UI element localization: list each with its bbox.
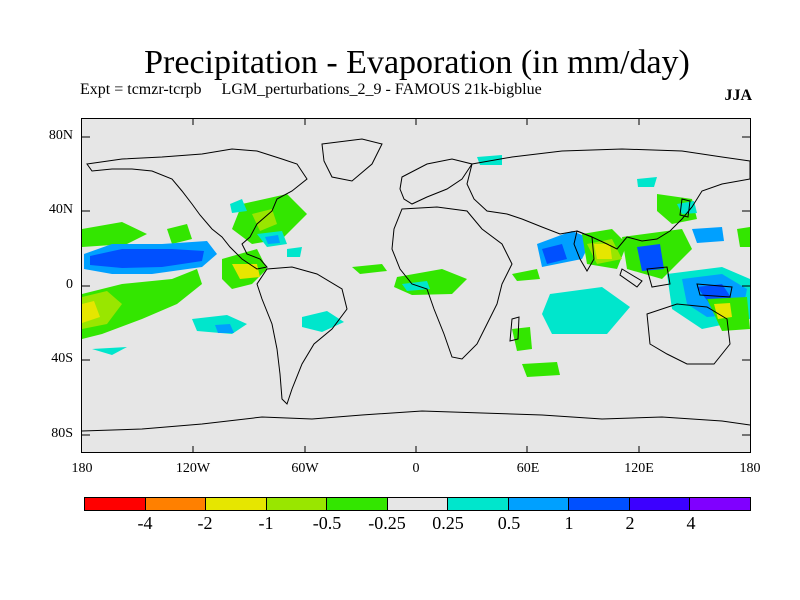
field-green-east-africa	[512, 269, 540, 281]
colorbar-swatch	[448, 498, 509, 510]
colorbar-swatch	[508, 498, 570, 510]
map-frame	[81, 118, 751, 453]
lon-label-180e: 180	[739, 461, 761, 476]
field-green-pacific-south	[82, 269, 202, 339]
field-blue-west-pacific	[692, 227, 724, 243]
field-cyan-asia-high-lat	[637, 177, 657, 187]
field-yellow-bengal	[594, 244, 612, 259]
field-blue-south-pacific	[215, 324, 234, 333]
colorbar-swatch	[569, 498, 630, 510]
field-green-madagascar	[512, 327, 532, 351]
lon-label-0: 0	[412, 461, 420, 476]
coast-antarctica	[82, 410, 750, 432]
field-blue-philippines	[637, 244, 664, 271]
colorbar-label: 0.5	[497, 513, 521, 533]
field-cyan-west-africa	[402, 281, 430, 291]
coast-north-america	[86, 148, 308, 270]
map-svg	[82, 119, 750, 452]
colorbar-label: 2	[625, 513, 635, 533]
lat-label-40n: 40N	[48, 202, 73, 217]
field-cyan-north-atlantic	[230, 199, 247, 213]
field-green-south-indian	[522, 362, 560, 377]
colorbar-label: -0.25	[368, 513, 406, 533]
lon-label-60e: 60E	[516, 461, 540, 476]
plot-title: Precipitation - Evaporation (in mm/day)	[144, 44, 690, 81]
colorbar-swatch	[629, 498, 691, 510]
field-yellow-new-guinea	[714, 303, 732, 319]
coastlines	[82, 138, 750, 432]
season-label: JJA	[724, 87, 752, 104]
colorbar-label: 4	[686, 513, 696, 533]
field-yellow-amazon	[232, 264, 260, 279]
lon-label-60w: 60W	[291, 461, 319, 476]
colorbar	[84, 497, 751, 511]
colorbar-swatch	[327, 498, 388, 510]
colorbar-swatch	[145, 498, 207, 510]
field-green-north-pacific	[82, 222, 147, 247]
coast-europe	[399, 158, 473, 205]
coast-japan	[679, 198, 691, 218]
coast-madagascar	[509, 316, 520, 342]
field-green-dateline	[737, 227, 750, 247]
field-darkblue-arabian	[542, 244, 567, 264]
field-darkblue-itcz	[90, 249, 204, 268]
colorbar-swatch	[387, 498, 449, 510]
coast-borneo	[646, 266, 671, 288]
colorbar-label: -4	[137, 513, 153, 533]
field-cyan-atlantic	[287, 247, 302, 257]
lon-label-120e: 120E	[624, 461, 654, 476]
field-green-west-pacific	[167, 224, 192, 244]
lat-label-80n: 80N	[48, 128, 73, 143]
lat-label-40s: 40S	[51, 351, 73, 366]
colorbar-swatch	[85, 498, 146, 510]
coast-australia	[646, 303, 731, 365]
field-green-west-africa-2	[352, 264, 387, 274]
plot-subtitle: Expt = tcmzr-tcrpb LGM_perturbations_2_9…	[80, 81, 542, 98]
field-cyan-japan	[677, 201, 697, 214]
field-yellowgreen-atlantic	[252, 209, 277, 231]
field-yellow-pacific-south	[82, 301, 100, 323]
lon-label-180w: 180	[71, 461, 93, 476]
colorbar-label: -0.5	[312, 513, 342, 533]
coast-south-america	[256, 266, 348, 405]
field-cyan-arctic	[477, 155, 502, 165]
lat-label-80s: 80S	[51, 426, 73, 441]
coast-greenland	[321, 138, 383, 182]
field-green-west-africa	[394, 269, 467, 295]
lat-label-0: 0	[66, 277, 73, 292]
tick-marks	[82, 119, 750, 452]
coast-new-guinea	[696, 283, 733, 298]
field-cyan-south-pacific	[192, 315, 247, 334]
field-cyan-southwest	[92, 347, 127, 355]
field-blue-caribbean	[265, 235, 280, 244]
colorbar-swatch	[266, 498, 328, 510]
colorbar-label: -2	[197, 513, 213, 533]
coast-india	[573, 230, 595, 272]
colorbar-label: -1	[258, 513, 274, 533]
colorbar-label: 1	[564, 513, 574, 533]
coast-sumatra	[619, 268, 643, 288]
colorbar-swatch	[206, 498, 267, 510]
coast-africa	[391, 206, 513, 360]
field-cyan-indian-ocean	[542, 287, 630, 334]
colorbar-label: 0.25	[432, 513, 464, 533]
coast-asia	[466, 148, 750, 250]
lon-label-120w: 120W	[175, 461, 211, 476]
colorbar-swatch	[690, 498, 751, 510]
